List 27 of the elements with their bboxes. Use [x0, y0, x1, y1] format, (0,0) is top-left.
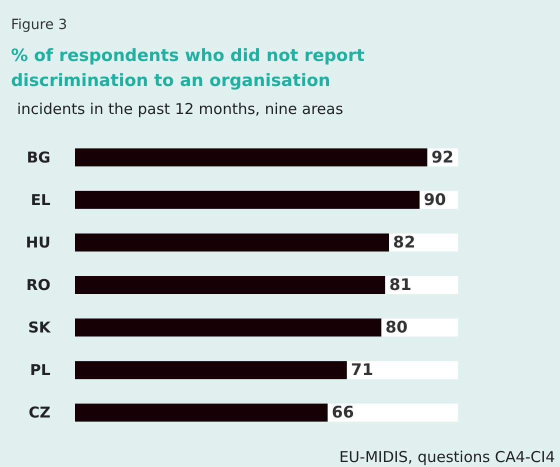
bar	[75, 404, 328, 422]
bar	[346, 361, 458, 380]
chart-title: % of respondents who did not report discrimination to an organisation	[11, 46, 364, 91]
data-label: 81	[389, 275, 412, 294]
bar	[75, 318, 382, 337]
data-label: 90	[424, 190, 446, 209]
bar	[75, 276, 386, 294]
y-tick-label: CZ	[28, 404, 51, 422]
data-label: 92	[431, 147, 454, 166]
y-tick-label: SK	[28, 318, 52, 337]
y-tick-label: HU	[26, 233, 50, 252]
data-label: 82	[393, 232, 416, 252]
data-label: 71	[350, 360, 374, 380]
bar	[328, 404, 458, 422]
y-tick-label: PL	[30, 361, 51, 380]
bar	[75, 233, 390, 252]
caption: Figure 3	[11, 17, 68, 33]
y-tick-label: BG	[26, 148, 50, 166]
bar	[75, 361, 347, 380]
chart-subtitle: incidents in the past 12 months, nine areas	[17, 100, 344, 118]
text: EU-MIDIS, questions CA4-CI4	[339, 448, 555, 466]
y-tick-label: RO	[26, 276, 50, 294]
bar	[75, 190, 420, 209]
data-label: 80	[385, 318, 408, 337]
data-label: 66	[332, 402, 354, 422]
y-tick-label: EL	[30, 190, 51, 209]
bar	[75, 148, 428, 166]
